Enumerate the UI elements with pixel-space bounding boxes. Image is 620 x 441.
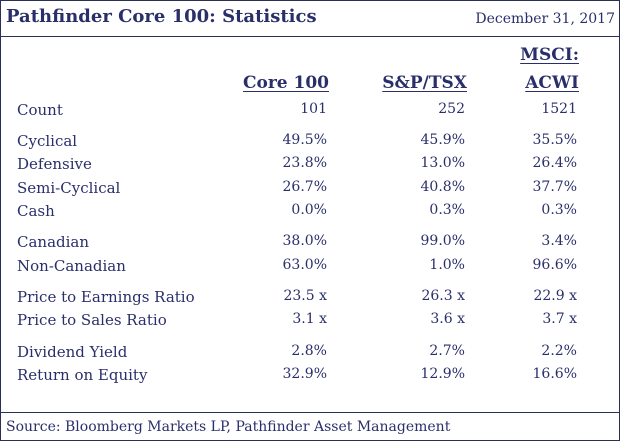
table-row: Canadian 38.0% 99.0% 3.4%: [1, 233, 619, 253]
column-header-msci-line2: ACWI: [525, 73, 579, 93]
value-sp-tsx: 0.3%: [429, 202, 465, 218]
row-label: Canadian: [17, 233, 90, 251]
column-header-core100: Core 100: [242, 73, 329, 93]
value-msci-acwi: 35.5%: [532, 132, 577, 148]
top-divider: [1, 36, 619, 37]
table-row: Cash 0.0% 0.3% 0.3%: [1, 202, 619, 222]
bottom-divider: [1, 412, 619, 413]
value-core100: 3.1 x: [292, 311, 327, 327]
value-core100: 38.0%: [282, 233, 327, 249]
value-msci-acwi: 26.4%: [532, 155, 577, 171]
row-label: Dividend Yield: [17, 343, 128, 361]
column-header-msci-line1: MSCI:: [520, 45, 579, 65]
value-core100: 101: [300, 101, 327, 117]
report-date: December 31, 2017: [475, 11, 615, 27]
value-core100: 23.8%: [282, 155, 327, 171]
value-core100: 0.0%: [291, 202, 327, 218]
value-sp-tsx: 12.9%: [420, 366, 465, 382]
table-row: Cyclical 49.5% 45.9% 35.5%: [1, 132, 619, 152]
value-msci-acwi: 37.7%: [532, 179, 577, 195]
row-label: Return on Equity: [17, 366, 148, 384]
table-row: Price to Sales Ratio 3.1 x 3.6 x 3.7 x: [1, 311, 619, 331]
value-msci-acwi: 22.9 x: [533, 288, 577, 304]
row-label: Price to Sales Ratio: [17, 311, 167, 329]
row-label: Count: [17, 101, 63, 119]
row-label: Defensive: [17, 155, 92, 173]
value-core100: 49.5%: [282, 132, 327, 148]
value-msci-acwi: 2.2%: [541, 343, 577, 359]
column-header-sp-tsx: S&P/TSX: [382, 73, 467, 93]
value-sp-tsx: 13.0%: [420, 155, 465, 171]
page-title: Pathfinder Core 100: Statistics: [6, 6, 317, 27]
value-msci-acwi: 3.7 x: [542, 311, 577, 327]
value-msci-acwi: 0.3%: [541, 202, 577, 218]
table-row: Defensive 23.8% 13.0% 26.4%: [1, 155, 619, 175]
value-sp-tsx: 45.9%: [420, 132, 465, 148]
value-sp-tsx: 99.0%: [420, 233, 465, 249]
value-sp-tsx: 252: [438, 101, 465, 117]
table-row: Price to Earnings Ratio 23.5 x 26.3 x 22…: [1, 288, 619, 308]
value-sp-tsx: 2.7%: [429, 343, 465, 359]
row-label: Semi-Cyclical: [17, 179, 121, 197]
table-row: Count 101 252 1521: [1, 101, 619, 121]
value-core100: 32.9%: [282, 366, 327, 382]
value-core100: 23.5 x: [283, 288, 327, 304]
table-row: Non-Canadian 63.0% 1.0% 96.6%: [1, 257, 619, 277]
value-msci-acwi: 96.6%: [532, 257, 577, 273]
row-label: Price to Earnings Ratio: [17, 288, 195, 306]
table-row: Return on Equity 32.9% 12.9% 16.6%: [1, 366, 619, 386]
value-core100: 63.0%: [282, 257, 327, 273]
value-msci-acwi: 1521: [541, 101, 577, 117]
source-note: Source: Bloomberg Markets LP, Pathfinder…: [6, 419, 451, 435]
value-sp-tsx: 1.0%: [429, 257, 465, 273]
value-sp-tsx: 40.8%: [420, 179, 465, 195]
value-msci-acwi: 16.6%: [532, 366, 577, 382]
row-label: Cash: [17, 202, 55, 220]
table-row: Dividend Yield 2.8% 2.7% 2.2%: [1, 343, 619, 363]
table-row: Semi-Cyclical 26.7% 40.8% 37.7%: [1, 179, 619, 199]
value-msci-acwi: 3.4%: [541, 233, 577, 249]
value-sp-tsx: 3.6 x: [430, 311, 465, 327]
row-label: Cyclical: [17, 132, 78, 150]
value-core100: 2.8%: [291, 343, 327, 359]
row-label: Non-Canadian: [17, 257, 126, 275]
value-sp-tsx: 26.3 x: [421, 288, 465, 304]
value-core100: 26.7%: [282, 179, 327, 195]
